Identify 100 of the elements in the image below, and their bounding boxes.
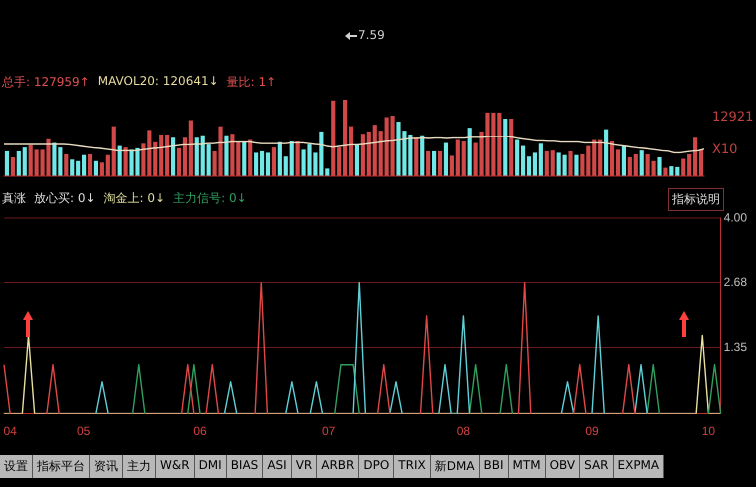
text: VR [292,455,318,478]
x-tick-label: 04 [3,424,18,438]
bar [254,152,258,176]
bar [82,154,86,176]
bar [509,119,514,176]
text: 设置 [0,455,33,478]
bar [622,146,626,176]
bar [58,147,62,176]
x-tick-label: 10 [702,424,716,438]
bar [556,152,561,176]
bar [657,157,662,176]
bar [652,160,656,176]
bar [260,150,264,176]
text: 指标说明 [668,188,724,211]
bar [10,157,15,176]
text: 12921 [712,110,754,125]
bar [64,154,68,176]
bar [40,149,45,176]
bar [360,134,365,176]
text: 总手: 127959↑ [2,74,90,91]
bar [266,152,270,176]
bar [212,150,217,176]
bar [408,134,412,176]
x-tick-label: 08 [456,424,470,438]
bar [532,152,538,176]
bar [485,112,490,176]
text: 淘金上: 0↓ [104,190,166,207]
bar [141,143,146,176]
bar [503,119,508,176]
text: DPO [359,455,394,478]
y-tick-label: 4.00 [724,210,748,225]
bar [474,142,478,176]
bar [515,140,520,176]
bar [562,154,567,176]
text: TRIX [394,455,431,478]
bar [248,140,252,176]
bar [420,136,424,176]
bar [432,150,436,176]
bar [307,144,312,176]
bar [491,112,496,176]
text: BBI [480,455,509,478]
bar [497,112,502,176]
bar [182,137,188,176]
bar [640,150,644,176]
bar [124,147,128,176]
bar [396,122,401,176]
bar [426,150,430,176]
text: 7.59 [358,28,385,42]
bar [604,130,608,176]
bar [646,154,650,176]
text: 主力信号: 0↓ [173,190,247,207]
bar [242,141,246,176]
bar [170,137,176,176]
text: OBV [546,455,580,478]
bar [610,141,614,176]
text: 指标平台 [33,455,90,478]
bar [296,141,300,176]
bar [218,126,223,176]
bar [616,149,620,176]
text: 主力 [123,455,156,478]
text: 资讯 [90,455,123,478]
text: 新DMA [430,455,480,478]
text: W&R [156,455,195,478]
bar [272,147,276,176]
bar [414,137,418,176]
bar [663,168,668,176]
text: EXPMA [614,455,664,478]
bar [354,144,360,176]
bar [88,154,92,176]
bar [52,142,56,176]
bar [693,137,698,176]
text: ASI [263,455,292,478]
bar [574,154,579,176]
bar [118,146,122,176]
bar [176,148,182,176]
bar [698,149,704,176]
text: SAR [580,455,614,478]
bar [402,131,406,176]
text: 真涨 [2,190,26,207]
text: MTM [508,455,546,478]
bar [94,160,98,176]
bar [4,150,10,176]
bar [46,138,51,176]
bar [224,136,229,176]
bar [444,142,448,176]
bar [538,143,543,176]
x-tick-label: 05 [76,424,91,438]
text: DMI [194,455,227,478]
text: MAVOL20: 120641↓ [98,74,219,90]
bar [343,100,348,176]
bar [568,150,573,176]
bar [390,116,395,176]
y-tick-label: 1.35 [724,340,748,354]
bar [188,120,193,176]
bar [520,146,526,176]
text: ARBR [317,455,360,478]
bar [479,132,484,176]
y-tick-label: 2.68 [724,274,748,289]
text: 量比: 1↑ [226,74,276,91]
x-tick-label: 09 [585,424,600,438]
